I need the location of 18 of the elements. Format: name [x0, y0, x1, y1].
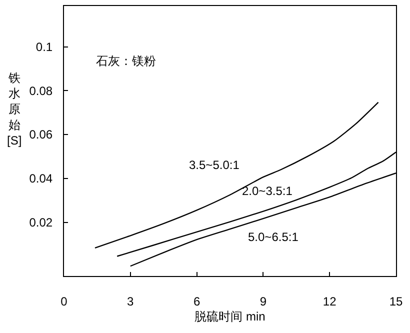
series-label: 5.0~6.5:1: [248, 230, 299, 244]
y-tick-label: 0.1: [36, 40, 53, 54]
y-tick-label: 0.06: [29, 128, 53, 142]
y-tick-label: 0.08: [29, 84, 53, 98]
x-tick-label: 0: [60, 294, 68, 308]
x-tick-label: 3: [127, 294, 134, 308]
y-tick-label: 0.04: [29, 172, 53, 186]
series-label: 3.5~5.0:1: [189, 158, 240, 172]
y-tick-label: 0.02: [29, 215, 53, 230]
x-tick-label: 15: [389, 294, 403, 308]
annotation: 石灰：镁粉: [96, 54, 156, 68]
x-axis-title: 脱硫时间 min: [194, 309, 266, 324]
y-axis-title: 铁水原始[S]: [7, 71, 22, 148]
x-tick-label: 6: [193, 294, 200, 308]
line-series: [94, 102, 379, 249]
x-tick-label: 12: [322, 294, 337, 308]
series-label: 2.0~3.5:1: [242, 184, 293, 198]
x-tick-label: 9: [260, 294, 267, 308]
